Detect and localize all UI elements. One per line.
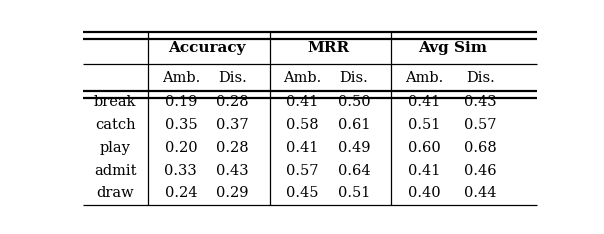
Text: 0.43: 0.43 [216, 164, 249, 178]
Text: play: play [100, 141, 130, 155]
Text: 0.60: 0.60 [408, 141, 440, 155]
Text: MRR: MRR [307, 41, 349, 55]
Text: 0.49: 0.49 [338, 141, 370, 155]
Text: Amb.: Amb. [283, 71, 322, 85]
Text: 0.51: 0.51 [408, 118, 440, 132]
Text: Accuracy: Accuracy [168, 41, 245, 55]
Text: 0.61: 0.61 [338, 118, 370, 132]
Text: draw: draw [97, 186, 134, 200]
Text: 0.28: 0.28 [216, 95, 249, 110]
Text: 0.68: 0.68 [464, 141, 496, 155]
Text: 0.29: 0.29 [216, 186, 249, 200]
Text: 0.64: 0.64 [338, 164, 370, 178]
Text: 0.45: 0.45 [286, 186, 319, 200]
Text: Dis.: Dis. [339, 71, 368, 85]
Text: 0.57: 0.57 [286, 164, 319, 178]
Text: 0.50: 0.50 [338, 95, 370, 110]
Text: 0.41: 0.41 [286, 95, 319, 110]
Text: Avg Sim: Avg Sim [418, 41, 487, 55]
Text: 0.37: 0.37 [216, 118, 249, 132]
Text: 0.24: 0.24 [164, 186, 197, 200]
Text: 0.19: 0.19 [165, 95, 197, 110]
Text: Amb.: Amb. [405, 71, 443, 85]
Text: Dis.: Dis. [218, 71, 246, 85]
Text: break: break [94, 95, 137, 110]
Text: 0.46: 0.46 [464, 164, 496, 178]
Text: 0.20: 0.20 [164, 141, 197, 155]
Text: 0.28: 0.28 [216, 141, 249, 155]
Text: Dis.: Dis. [466, 71, 495, 85]
Text: 0.58: 0.58 [286, 118, 319, 132]
Text: admit: admit [94, 164, 137, 178]
Text: 0.40: 0.40 [408, 186, 440, 200]
Text: 0.35: 0.35 [164, 118, 197, 132]
Text: 0.43: 0.43 [464, 95, 496, 110]
Text: catch: catch [95, 118, 136, 132]
Text: 0.51: 0.51 [338, 186, 370, 200]
Text: 0.44: 0.44 [464, 186, 496, 200]
Text: 0.41: 0.41 [408, 95, 440, 110]
Text: Amb.: Amb. [162, 71, 200, 85]
Text: 0.41: 0.41 [408, 164, 440, 178]
Text: 0.57: 0.57 [464, 118, 496, 132]
Text: 0.33: 0.33 [164, 164, 197, 178]
Text: 0.41: 0.41 [286, 141, 319, 155]
